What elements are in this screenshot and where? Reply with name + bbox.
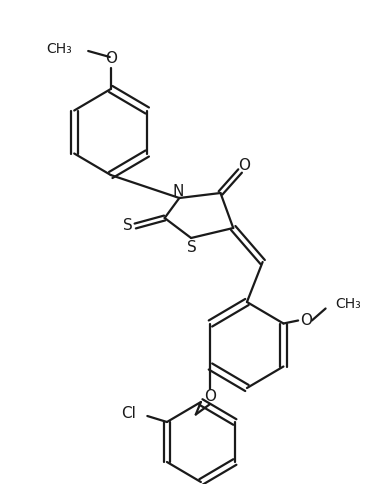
Text: O: O — [205, 389, 216, 404]
Text: N: N — [173, 183, 184, 198]
Text: S: S — [123, 218, 132, 233]
Text: S: S — [187, 241, 197, 256]
Text: O: O — [238, 158, 250, 173]
Text: O: O — [300, 313, 312, 328]
Text: Cl: Cl — [121, 407, 135, 422]
Text: O: O — [105, 51, 117, 66]
Text: CH₃: CH₃ — [335, 298, 361, 312]
Text: CH₃: CH₃ — [46, 42, 71, 56]
